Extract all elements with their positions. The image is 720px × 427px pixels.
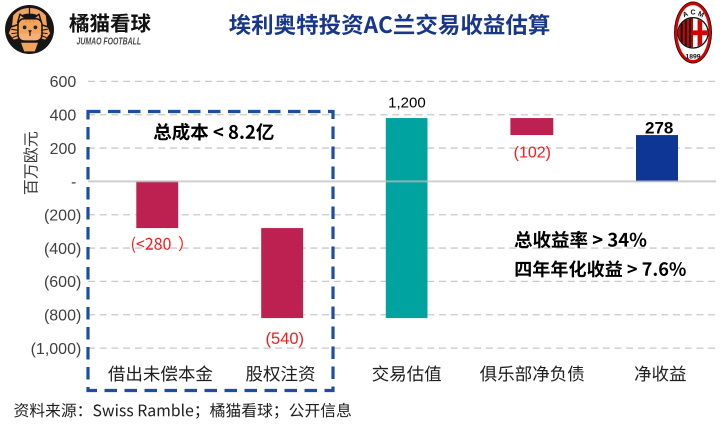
svg-text:(400): (400) [44,241,81,258]
svg-text:C: C [690,10,695,17]
svg-text:(540): (540) [266,330,305,348]
svg-text:(102): (102) [514,144,551,161]
svg-text:(600): (600) [44,274,81,291]
svg-text:1,200: 1,200 [388,94,426,111]
svg-text:1899: 1899 [685,53,700,60]
svg-text:-: - [71,174,76,191]
svg-text:278: 278 [645,118,673,137]
svg-text:400: 400 [50,108,77,125]
svg-text:JUMAO FOOTBALL: JUMAO FOOTBALL [77,37,142,48]
svg-text:600: 600 [50,74,77,91]
svg-text:200: 200 [50,141,77,158]
svg-text:(800): (800) [44,308,81,325]
svg-text:(1,000): (1,000) [31,341,82,358]
svg-text:M: M [697,11,705,20]
svg-text:A: A [682,11,689,19]
svg-text:(200): (200) [44,208,81,225]
